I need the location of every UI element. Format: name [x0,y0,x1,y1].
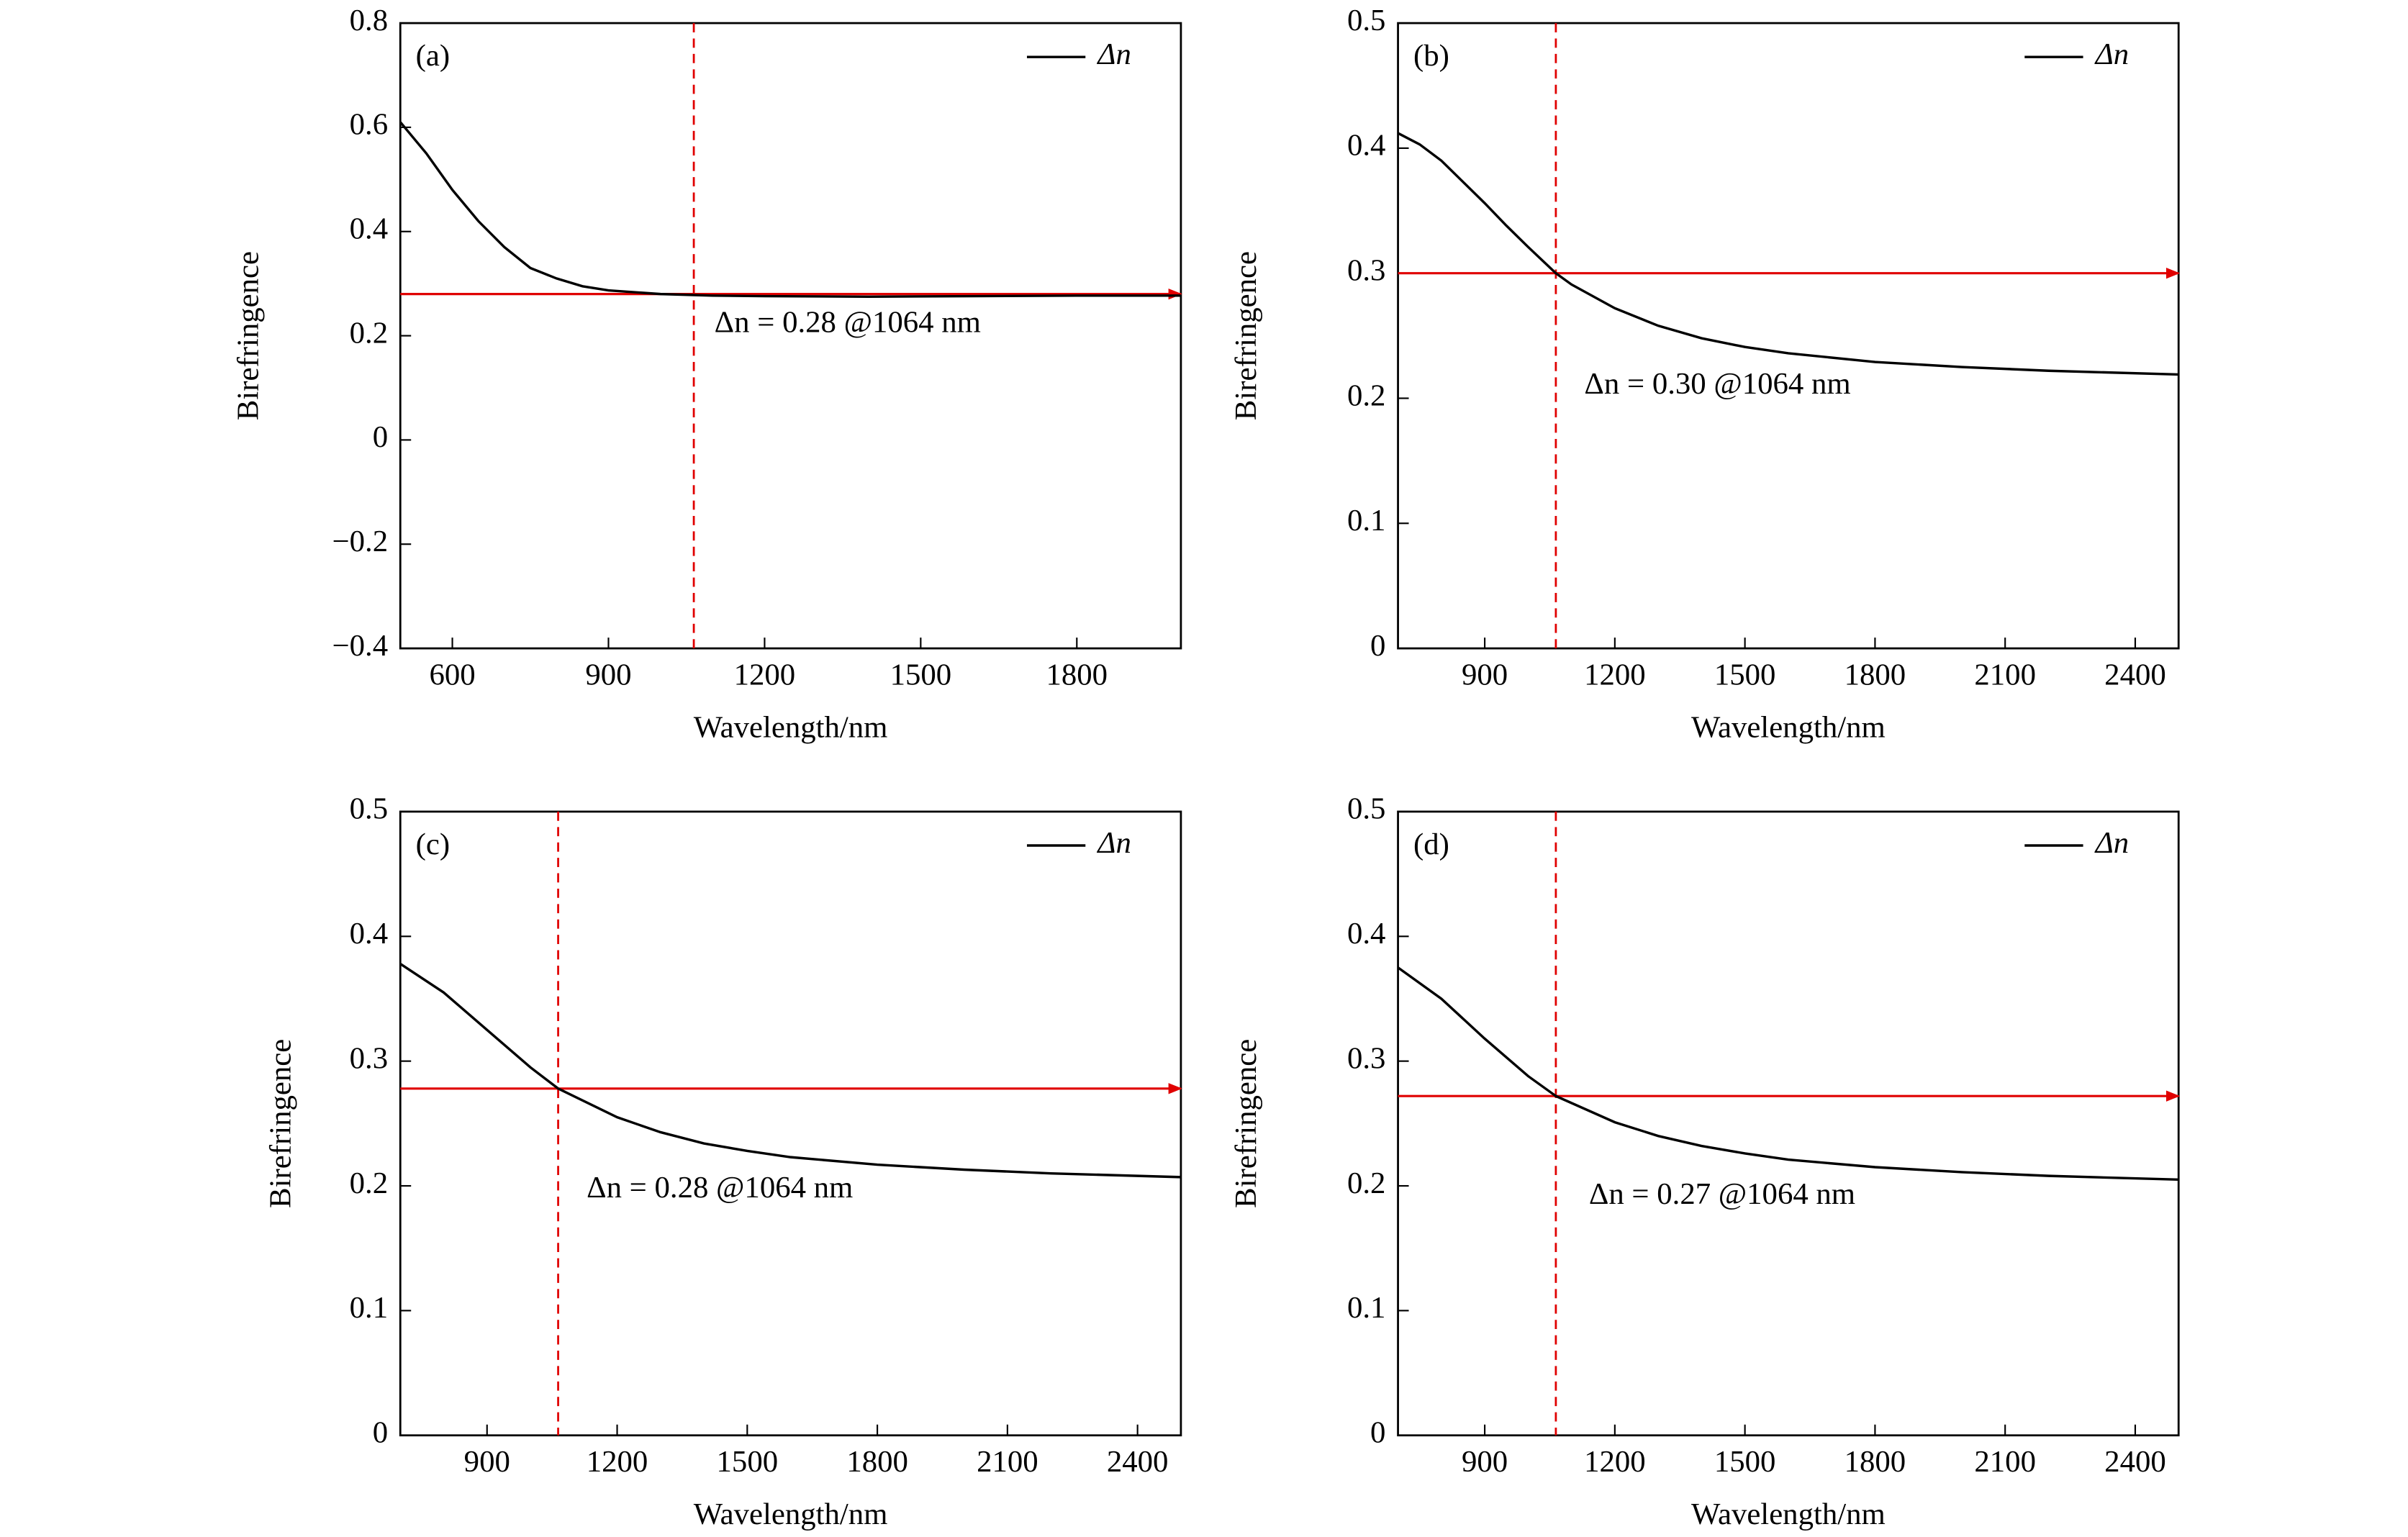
x-tick-label: 900 [1462,1445,1508,1479]
x-tick-label: 1500 [890,658,952,692]
panel-label: (a) [416,39,450,73]
panel-label: (d) [1413,828,1449,861]
y-tick-label: 0 [373,420,388,454]
annotation: Δn = 0.27 @1064 nm [1589,1177,1855,1211]
y-tick-label: 0.6 [350,108,388,142]
y-tick-label: 0.1 [350,1291,388,1325]
x-tick-label: 1800 [1046,658,1108,692]
y-axis-label: Birefringence [1229,1039,1263,1208]
y-tick-label: −0.2 [332,525,389,558]
legend-label: Δn [1096,826,1131,860]
x-tick-label: 1500 [717,1445,779,1479]
y-tick-label: 0.4 [350,212,388,246]
annotation: Δn = 0.28 @1064 nm [587,1171,853,1205]
annotation: Δn = 0.30 @1064 nm [1584,367,1850,401]
y-tick-label: 0.4 [1347,129,1385,163]
y-tick-label: 0.2 [1347,378,1385,412]
x-axis-label: Wavelength/nm [1691,1497,1886,1531]
x-tick-label: 1800 [1845,1445,1906,1479]
x-tick-label: 900 [1462,658,1508,692]
x-tick-label: 1500 [1714,1445,1776,1479]
y-tick-label: 0.1 [1347,504,1385,538]
legend-label: Δn [1096,37,1131,71]
y-tick-label: 0.2 [350,1166,388,1200]
x-tick-label: 1800 [846,1445,908,1479]
data-line [1397,966,2179,1182]
x-tick-label: 2400 [1107,1445,1169,1479]
x-tick-label: 1800 [1845,658,1906,692]
legend-label: Δn [2094,826,2129,860]
y-tick-label: 0.3 [1347,1041,1385,1075]
x-tick-label: 1200 [734,658,796,692]
y-tick-label: 0 [1370,1416,1385,1450]
y-tick-label: 0 [1370,629,1385,663]
y-tick-label: 0.5 [1347,4,1385,37]
x-tick-label: 1200 [1584,658,1646,692]
x-axis-label: Wavelength/nm [694,1497,888,1531]
x-axis-label: Wavelength/nm [1691,710,1886,744]
y-tick-label: 0.3 [1347,253,1385,287]
y-axis-label: Birefringence [1229,251,1263,420]
y-tick-label: 0.5 [350,792,388,826]
y-axis-label: Birefringence [232,251,266,420]
y-tick-label: 0.4 [1347,917,1385,951]
panel-label: (c) [416,828,450,861]
y-tick-label: 0.1 [1347,1291,1385,1325]
x-tick-label: 2400 [2104,1445,2166,1479]
x-tick-label: 600 [429,658,475,692]
x-tick-label: 1200 [587,1445,648,1479]
y-tick-label: 0 [373,1416,388,1450]
y-tick-label: 0.3 [350,1041,388,1075]
annotation: Δn = 0.28 @1064 nm [715,305,981,339]
data-line [1397,132,2179,376]
y-axis-label: Birefringence [263,1039,297,1208]
legend-label: Δn [2094,37,2129,71]
data-line [399,121,1181,298]
y-tick-label: −0.4 [332,629,389,663]
y-tick-label: 0.4 [350,917,388,951]
data-line [399,963,1181,1179]
x-tick-label: 900 [464,1445,510,1479]
x-tick-label: 2400 [2104,658,2166,692]
plot-frame [1397,22,2180,650]
x-tick-label: 2100 [977,1445,1038,1479]
plot-frame [399,810,1182,1437]
y-tick-label: 0.5 [1347,792,1385,826]
x-tick-label: 2100 [1974,658,2036,692]
x-tick-label: 900 [585,658,631,692]
y-tick-label: 0.2 [1347,1166,1385,1200]
plot-frame [1397,810,2180,1437]
x-tick-label: 1500 [1714,658,1776,692]
panel-label: (b) [1413,39,1449,73]
x-tick-label: 1200 [1584,1445,1646,1479]
x-axis-label: Wavelength/nm [694,710,888,744]
y-tick-label: 0.2 [350,316,388,350]
x-tick-label: 2100 [1974,1445,2036,1479]
y-tick-label: 0.8 [350,4,388,37]
